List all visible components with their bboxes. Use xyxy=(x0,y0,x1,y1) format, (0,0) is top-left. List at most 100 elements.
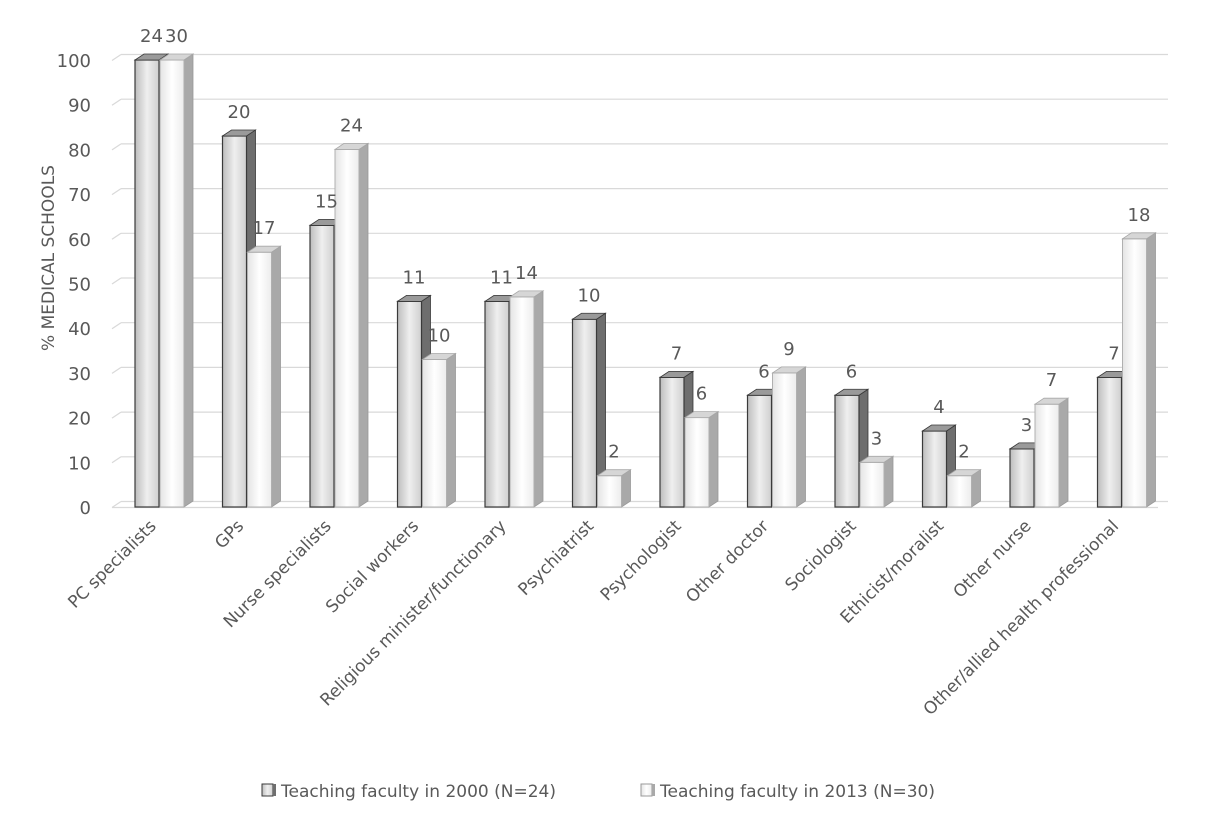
legend-label: Teaching faculty in 2013 (N=30) xyxy=(659,782,935,802)
data-label: 15 xyxy=(315,191,338,212)
bar-front xyxy=(1009,448,1035,508)
gridline-depth xyxy=(111,188,122,196)
data-label: 10 xyxy=(428,325,451,346)
bar-top xyxy=(221,129,257,137)
gridline-depth xyxy=(111,143,122,151)
bar-2013 xyxy=(946,468,982,508)
gridline-depth xyxy=(111,232,122,240)
bar-front xyxy=(247,251,272,508)
bar-top xyxy=(596,469,632,477)
bar-front xyxy=(509,296,535,508)
bar-2013 xyxy=(858,455,895,508)
data-label: 20 xyxy=(228,102,251,123)
bar-front xyxy=(659,376,685,508)
x-tick-label: Psychiatrist xyxy=(515,516,599,600)
bar-top xyxy=(946,469,982,477)
y-tick-label: 0 xyxy=(80,498,91,519)
bar-front xyxy=(484,300,510,508)
y-tick-label: 100 xyxy=(57,51,91,72)
gridline-depth xyxy=(111,277,122,285)
bar-side xyxy=(533,290,544,508)
legend-swatch xyxy=(261,783,274,797)
bar-side xyxy=(1058,397,1069,508)
x-tick-label: Religious minister/functionary xyxy=(317,516,511,710)
bar-front xyxy=(834,394,860,508)
bar-top xyxy=(246,245,282,253)
legend-swatch-side xyxy=(273,784,276,796)
bar-front xyxy=(1096,376,1123,508)
y-tick-label: 20 xyxy=(68,409,91,430)
gridline-depth xyxy=(111,98,122,106)
bar-2013 xyxy=(158,53,195,508)
legend: Teaching faculty in 2000 (N=24) Teaching … xyxy=(261,782,935,802)
y-tick-label: 30 xyxy=(68,364,91,385)
bar-top xyxy=(571,312,607,320)
gridline-depth xyxy=(111,456,122,464)
bar-top xyxy=(921,424,957,432)
legend-label: Teaching faculty in 2000 (N=24) xyxy=(280,782,556,802)
legend-swatch-side xyxy=(652,784,655,796)
x-tick-label: GPs xyxy=(211,516,248,553)
bar-front xyxy=(134,59,160,508)
data-label: 14 xyxy=(515,263,538,284)
bar-2013 xyxy=(421,352,457,508)
gridline-depth xyxy=(111,366,122,374)
bar-side xyxy=(796,366,806,508)
data-label: 10 xyxy=(578,285,601,306)
data-label: 4 xyxy=(933,397,944,418)
bar-side xyxy=(1146,232,1156,508)
data-label: 2 xyxy=(958,442,969,463)
data-label: 6 xyxy=(758,361,769,382)
data-label: 6 xyxy=(846,361,857,382)
data-label: 6 xyxy=(696,384,707,405)
data-label: 7 xyxy=(1108,343,1119,364)
x-tick-label: Other doctor xyxy=(682,516,773,607)
x-tick-label: PC specialists xyxy=(64,516,160,612)
y-tick-label: 90 xyxy=(68,96,91,117)
y-tick-label: 10 xyxy=(68,453,91,474)
bar-2013 xyxy=(771,366,807,508)
bar-front xyxy=(1122,238,1147,508)
bar-front xyxy=(1034,403,1060,508)
bar-side xyxy=(271,245,281,508)
data-label: 3 xyxy=(871,428,882,449)
bars xyxy=(133,53,1157,508)
x-tick-label: Psychologist xyxy=(597,516,686,605)
gridlines xyxy=(111,53,1168,509)
data-label: 7 xyxy=(1046,370,1057,391)
bar-top xyxy=(658,370,695,378)
bar-side xyxy=(708,410,719,508)
data-label: 24 xyxy=(340,115,363,136)
x-tick-label: Other nurse xyxy=(950,516,1036,602)
bar-top xyxy=(771,366,807,374)
bar-top xyxy=(1121,232,1157,240)
data-label: 18 xyxy=(1128,205,1151,226)
data-label: 7 xyxy=(671,343,682,364)
data-label: 11 xyxy=(403,267,426,288)
data-label: 11 xyxy=(490,267,513,288)
bar-front xyxy=(921,430,948,508)
y-tick-label: 80 xyxy=(68,140,91,161)
y-tick-label: 40 xyxy=(68,319,91,340)
bar-front xyxy=(772,372,797,508)
data-label: 2 xyxy=(608,442,619,463)
data-label: 9 xyxy=(783,339,794,360)
bar-front xyxy=(159,59,185,508)
y-axis-title: % MEDICAL SCHOOLS xyxy=(39,165,59,351)
bar-2013 xyxy=(508,290,545,508)
bar-front xyxy=(597,475,622,508)
bar-front xyxy=(396,300,423,508)
data-label: 17 xyxy=(253,218,276,239)
bar-top xyxy=(683,411,720,419)
bar-front xyxy=(309,224,335,508)
bar-front xyxy=(746,394,773,508)
bar-2013 xyxy=(1121,232,1157,508)
bar-2013 xyxy=(1033,397,1070,508)
data-label: 30 xyxy=(165,26,188,47)
gridline-depth xyxy=(111,54,122,61)
bar-top xyxy=(858,455,895,463)
bar-top xyxy=(421,353,457,360)
